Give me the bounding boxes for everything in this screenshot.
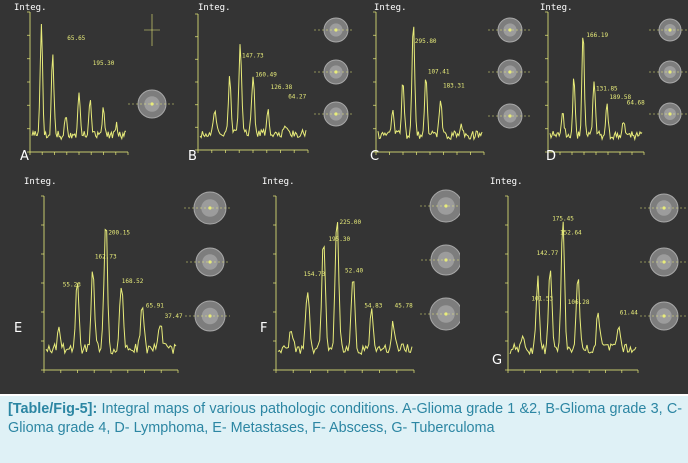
- panel-d-voxel-marker: [668, 28, 672, 32]
- panel-d-peak-label: 131.85: [596, 85, 618, 92]
- panel-f-peak-label: 154.73: [304, 271, 326, 278]
- panel-g-peak-label: 101.53: [531, 295, 553, 302]
- panel-a-peak-label: 195.30: [93, 60, 115, 67]
- panel-a-integ-label: Integ.: [14, 3, 47, 13]
- panel-e-voxel-marker: [208, 206, 212, 210]
- panel-f-spectrum-line: [277, 222, 413, 356]
- panel-f-peak-label: 54.83: [364, 302, 382, 309]
- panel-c-peak-label: 183.31: [443, 83, 465, 90]
- panel-c-spectrum-line: [377, 26, 483, 141]
- panel-b-peak-label: 126.38: [271, 84, 293, 91]
- panel-f-abscess: 225.00 195.30 154.73 52.40 54.83 45.78 Integ.…: [230, 176, 460, 394]
- panel-f-voxel-marker: [444, 312, 448, 316]
- panel-c-integ-label: Integ.: [374, 3, 407, 13]
- panel-g-tuberculoma: 175.45 152.64 142.77 101.53 106.28 61.44 Inte…: [460, 176, 688, 394]
- panel-e-peak-label: 55.23: [63, 281, 81, 288]
- panel-b-spectrum-line: [199, 44, 307, 139]
- panel-e-peak-label: 168.52: [122, 278, 144, 285]
- figure-caption-box: [Table/Fig-5]: Integral maps of various …: [0, 396, 688, 463]
- figure-caption: [Table/Fig-5]: Integral maps of various …: [8, 400, 682, 438]
- caption-label: [Table/Fig-5]:: [8, 401, 98, 417]
- panel-c-peak-label: 295.80: [415, 38, 437, 45]
- panel-b-voxel-marker: [334, 28, 338, 32]
- panel-d-lymphoma: 166.19 131.85 189.58 64.68 Integ. D: [532, 0, 688, 176]
- panel-d-peak-label: 189.58: [609, 94, 631, 101]
- caption-text: Integral maps of various pathologic cond…: [8, 401, 682, 436]
- panel-f-voxel-marker: [444, 258, 448, 262]
- panel-c-axis: [375, 12, 484, 153]
- panel-b-letter: B: [188, 149, 197, 164]
- panel-c-glioma-grade-4: 295.80 107.41 183.31 Integ. C: [354, 0, 532, 176]
- panel-g-voxel-marker: [662, 206, 666, 210]
- panel-b-glioma-grade-3: 147.73 160.49 126.38 64.27 Integ. B: [176, 0, 354, 176]
- panel-g-peak-label: 152.64: [560, 229, 582, 236]
- panel-f-peak-label: 45.78: [395, 302, 413, 309]
- panel-f-voxel-marker: [444, 204, 448, 208]
- panel-f-peak-label: 195.30: [328, 236, 350, 243]
- panel-c-letter: C: [370, 149, 380, 164]
- panel-d-letter: D: [546, 149, 557, 164]
- panel-g-peak-label: 142.77: [537, 250, 559, 257]
- panel-f-integ-label: Integ.: [262, 177, 295, 187]
- panel-b-peak-label: 147.73: [242, 53, 264, 60]
- panel-f-spectrum: 225.00 195.30 154.73 52.40 54.83 45.78: [273, 189, 460, 373]
- panel-e-metastases: 200.15 162.73 55.23 168.52 65.91 37.47 Integ.…: [0, 176, 230, 394]
- panel-g-integ-label: Integ.: [490, 177, 523, 187]
- panel-f-peak-label: 52.40: [345, 268, 363, 275]
- panel-d-voxel-marker: [668, 70, 672, 74]
- panel-g-voxel-marker: [662, 314, 666, 318]
- panel-e-voxel-marker: [208, 260, 212, 264]
- panel-d-peak-label: 64.68: [627, 99, 645, 106]
- panel-g-peak-label: 61.44: [620, 309, 638, 316]
- panel-g-peak-label: 175.45: [552, 215, 574, 222]
- panel-g-letter: G: [492, 353, 503, 368]
- panel-d-voxel-marker: [668, 112, 672, 116]
- panel-e-peak-label: 65.91: [146, 302, 164, 309]
- panel-e-peak-label: 200.15: [108, 229, 130, 236]
- panel-a-letter: A: [20, 149, 29, 164]
- panel-g-voxel-marker: [662, 260, 666, 264]
- panel-e-integ-label: Integ.: [24, 177, 57, 187]
- panel-c-peak-label: 107.41: [428, 69, 450, 76]
- panel-a-peak-label: 65.65: [67, 35, 85, 42]
- panel-e-letter: E: [14, 321, 23, 336]
- panel-b-voxel-marker: [334, 70, 338, 74]
- panel-g-spectrum: 175.45 152.64 142.77 101.53 106.28 61.44: [505, 193, 688, 373]
- panel-b-voxel-marker: [334, 112, 338, 116]
- panel-a-spectrum: 65.65 195.30: [27, 11, 176, 155]
- panel-b-peak-label: 160.49: [255, 72, 277, 79]
- panel-g-peak-label: 106.28: [568, 299, 590, 306]
- panel-d-peak-label: 166.19: [586, 32, 608, 39]
- panel-b-spectrum: 147.73 160.49 126.38 64.27: [195, 13, 354, 153]
- integral-maps-figure: 65.65 195.30 Integ. A 147.73 160.49 126.38 6…: [0, 0, 688, 394]
- panel-b-integ-label: Integ.: [198, 3, 231, 13]
- panel-a-spectrum-line: [31, 23, 126, 141]
- panel-c-spectrum: 295.80 107.41 183.31: [373, 11, 532, 155]
- panel-c-voxel-marker: [508, 114, 512, 118]
- panel-d-spectrum-line: [549, 37, 643, 142]
- panel-f-peak-label: 225.00: [339, 219, 361, 226]
- panel-e-spectrum-line: [45, 228, 177, 355]
- panel-c-voxel-marker: [508, 70, 512, 74]
- panel-a-glioma-grade-1-2: 65.65 195.30 Integ. A: [0, 0, 176, 176]
- panel-c-voxel-marker: [508, 28, 512, 32]
- panel-a-crosshair: [144, 14, 160, 46]
- panel-e-peak-label: 162.73: [95, 254, 117, 261]
- panel-d-integ-label: Integ.: [540, 3, 573, 13]
- panel-b-peak-label: 64.27: [288, 93, 306, 100]
- panel-g-spectrum-line: [509, 221, 637, 356]
- panel-e-peak-label: 37.47: [165, 313, 183, 320]
- panel-f-letter: F: [260, 321, 268, 336]
- panel-a-voxel-marker: [150, 102, 154, 106]
- panel-e-voxel-marker: [208, 314, 212, 318]
